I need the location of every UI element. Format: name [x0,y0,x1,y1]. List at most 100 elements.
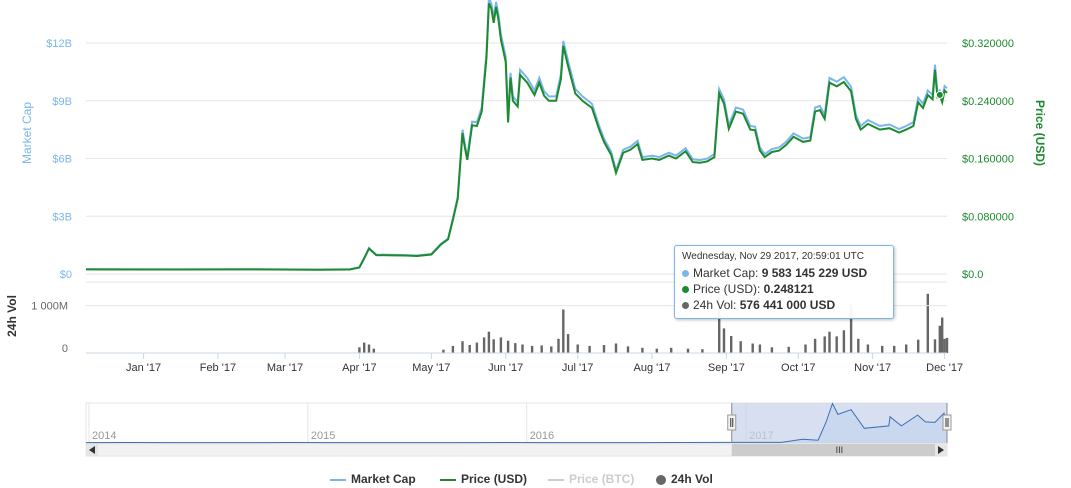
market-cap-tick-label: $0 [60,269,72,281]
tooltip-volume-label: 24h Vol: [693,298,740,312]
legend-label: 24h Vol [671,472,713,486]
volume-bar [588,345,591,353]
navigator-year-label: 2014 [92,430,116,442]
price-tick-label: $0.240000 [962,96,1014,108]
x-tick-label: May '17 [412,362,450,374]
market-cap-tick-label: $3B [52,211,72,223]
legend-item-price-usd[interactable]: Price (USD) [440,472,527,486]
circle-swatch-icon [656,474,666,485]
volume-bar [917,339,920,353]
main-gridlines [86,42,947,275]
navigator[interactable]: 2014201520162017III [85,402,952,457]
volume-bar [828,331,831,353]
price-axis: $0.0 $0.080000 $0.160000 $0.240000 $0.320000… [962,38,1047,281]
price-dot-icon [682,286,689,294]
legend-label: Market Cap [351,472,416,486]
x-tick-label: Dec '17 [926,362,963,374]
price-usd-series[interactable] [85,2,948,271]
legend-item-price-btc[interactable]: Price (BTC) [548,472,634,486]
market-cap-axis-title: Market Cap [20,102,34,164]
volume-bar [804,344,807,353]
tooltip-price-value: 0.248121 [763,282,814,296]
market-cap-tick-label: $6B [52,154,72,166]
navigator-left-handle [727,414,737,431]
volume-bar [943,338,946,353]
volume-bar [641,347,644,353]
navigator-area [86,403,947,443]
volume-bar [540,345,543,353]
volume-dot-icon [682,302,689,310]
hover-marker [935,90,944,99]
volume-bar [442,349,445,353]
market-cap-tick-label: $9B [52,96,72,108]
line-swatch-icon [548,478,564,481]
volume-bar [813,338,817,353]
market-cap-tick-label: $12B [46,38,72,50]
volume-tick-label: 0 [62,343,68,355]
tooltip-market-cap-label: Market Cap: [693,266,762,280]
navigator-selection [731,403,947,443]
x-tick-label: Feb '17 [200,362,236,374]
volume-bar [751,343,754,353]
line-swatch-icon [440,478,456,481]
volume-bar [499,337,503,353]
volume-axis-title: 24h Vol [5,295,19,337]
volume-bar [739,341,742,353]
x-tick-label: Sep '17 [708,362,745,374]
hover-point [935,90,944,99]
tooltip: Wednesday, Nov 29 2017, 20:59:01 UTC Mar… [674,245,894,319]
legend: Market Cap Price (USD) Price (BTC) 24h V… [0,470,1071,488]
x-tick-label: Oct '17 [781,362,816,374]
date-axis: Jan '17 Feb '17 Mar '17 Apr '17 May '17 Jun '… [86,352,963,374]
legend-label: Price (BTC) [569,472,635,486]
scrollbar-thumb [731,444,947,456]
market-cap-axis: $0 $3B $6B $9B $12B Market Cap [20,38,72,281]
line-swatch-icon [330,478,346,481]
volume-bar [926,293,929,353]
x-tick-label: Apr '17 [342,362,377,374]
volume-bar [566,334,570,353]
volume-bar [686,348,690,353]
volume-bar [468,345,471,353]
volume-bar [367,344,371,353]
market-cap-dot-icon [682,270,689,278]
volume-bar [530,345,534,353]
volume-bar [358,347,361,353]
volume-bar [451,345,455,353]
volume-bar [842,330,846,353]
tooltip-date: Wednesday, Nov 29 2017, 20:59:01 UTC [682,251,864,262]
volume-bar [722,328,726,353]
volume-bar [730,336,733,353]
price-tick-label: $0.0 [962,269,983,281]
volume-bar [881,345,884,353]
volume-bar [482,337,486,353]
volume-bar [614,343,618,353]
volume-bar [557,338,560,353]
volume-bar [945,337,949,353]
legend-item-24h-vol[interactable]: 24h Vol [656,472,713,486]
volume-bar [550,346,553,353]
volume-bar [905,344,908,353]
market-cap-series[interactable] [86,0,948,271]
volume-bar [506,340,510,353]
volume-bar [602,345,606,353]
x-tick-label: Jul '17 [562,362,593,374]
volume-series[interactable] [358,293,949,353]
scrollbar-grip-icon: III [836,445,844,455]
legend-item-market-cap[interactable]: Market Cap [330,472,416,486]
x-tick-label: Jan '17 [126,362,161,374]
tooltip-price-label: Price (USD): [693,282,764,296]
volume-bar [770,347,774,353]
volume-bar [893,345,896,353]
tooltip-volume-row: 24h Vol: 576 441 000 USD [682,297,886,313]
volume-bar [626,346,630,353]
navigator-line [85,402,948,444]
volume-bar [514,343,517,353]
price-tick-label: $0.080000 [962,211,1014,223]
volume-bar [938,325,941,353]
price-axis-title: Price (USD) [1033,100,1047,166]
volume-bar [701,349,704,353]
volume-bar [866,344,870,353]
legend-label: Price (USD) [461,472,528,486]
volume-bar [475,342,479,353]
